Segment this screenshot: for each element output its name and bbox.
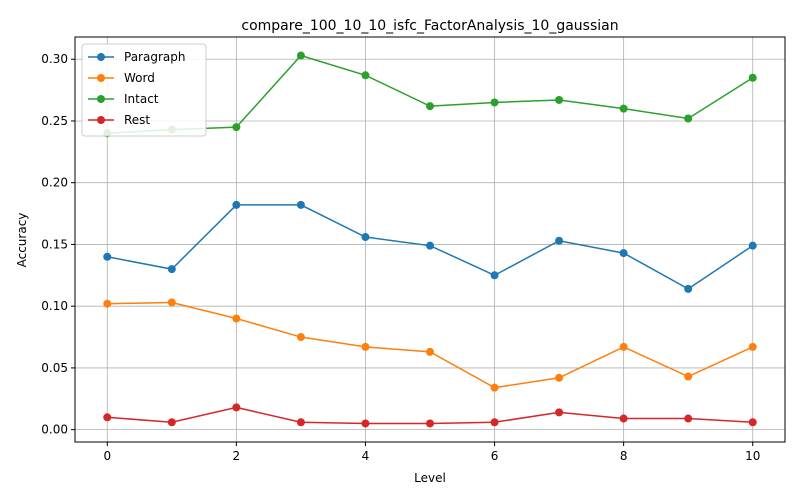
data-point-intact — [296, 51, 305, 60]
data-point-paragraph — [555, 236, 564, 245]
data-point-paragraph — [232, 200, 241, 209]
x-tick-label: 2 — [233, 449, 241, 463]
y-tick-label: 0.05 — [41, 361, 68, 375]
data-point-word — [426, 347, 434, 356]
data-point-word — [296, 333, 305, 342]
plot-frame — [74, 36, 786, 443]
data-point-word — [684, 372, 693, 381]
data-point-rest — [684, 414, 693, 423]
data-point-rest — [619, 414, 628, 423]
legend-marker-intact — [97, 95, 105, 103]
data-point-paragraph — [684, 284, 693, 293]
data-point-intact — [684, 114, 693, 123]
data-point-paragraph — [748, 241, 757, 250]
y-tick-label: 0.25 — [41, 114, 68, 128]
data-point-intact — [619, 104, 628, 113]
x-tick-label: 10 — [745, 449, 760, 463]
x-tick-label: 0 — [103, 449, 111, 463]
y-tick-label: 0.30 — [41, 52, 68, 66]
legend-label-intact: Intact — [124, 92, 159, 106]
legend-label-paragraph: Paragraph — [124, 50, 185, 64]
data-point-intact — [361, 71, 370, 80]
data-point-word — [555, 373, 564, 382]
data-point-rest — [555, 408, 564, 417]
data-point-rest — [426, 419, 434, 428]
chart-title: compare_100_10_10_isfc_FactorAnalysis_10… — [241, 18, 618, 34]
data-point-word — [103, 299, 112, 308]
data-point-intact — [748, 73, 757, 82]
legend-box — [81, 43, 207, 137]
legend: Paragraph Word Intact Rest — [81, 43, 207, 137]
data-point-paragraph — [361, 233, 370, 242]
data-point-word — [232, 314, 241, 323]
data-point-word — [748, 342, 757, 351]
legend-marker-paragraph — [97, 53, 105, 61]
y-axis-label: Accuracy — [15, 213, 29, 268]
data-point-rest — [748, 418, 757, 427]
data-point-word — [490, 383, 499, 392]
data-point-word — [361, 342, 370, 351]
x-axis-label: Level — [414, 471, 446, 485]
data-point-rest — [232, 403, 241, 412]
data-point-rest — [361, 419, 370, 428]
data-point-rest — [167, 418, 176, 427]
data-point-paragraph — [426, 241, 434, 250]
data-point-rest — [490, 418, 499, 427]
data-point-rest — [103, 413, 112, 422]
data-point-paragraph — [167, 265, 176, 274]
legend-marker-rest — [97, 116, 105, 124]
y-tick-label: 0.20 — [41, 176, 68, 190]
legend-label-word: Word — [124, 71, 155, 85]
data-point-intact — [490, 98, 499, 107]
data-point-paragraph — [619, 249, 628, 258]
data-point-paragraph — [296, 200, 305, 209]
data-point-intact — [426, 102, 434, 111]
axis-ticks: 0 2 4 6 8 10 0.00 0.05 0.10 0.15 0.20 0.25 0.30 — [41, 52, 760, 463]
x-tick-label: 8 — [620, 449, 628, 463]
data-point-paragraph — [103, 252, 112, 261]
y-tick-label: 0.00 — [41, 423, 68, 437]
x-tick-label: 4 — [362, 449, 370, 463]
series-layer — [103, 51, 757, 428]
data-point-intact — [555, 95, 564, 104]
data-point-rest — [296, 418, 305, 427]
y-tick-label: 0.10 — [41, 299, 68, 313]
x-tick-label: 6 — [491, 449, 499, 463]
data-point-paragraph — [490, 271, 499, 280]
legend-marker-word — [97, 74, 105, 82]
data-point-word — [619, 342, 628, 351]
legend-label-rest: Rest — [124, 113, 150, 127]
data-point-intact — [232, 123, 241, 132]
data-point-word — [167, 298, 176, 307]
y-tick-label: 0.15 — [41, 237, 68, 251]
